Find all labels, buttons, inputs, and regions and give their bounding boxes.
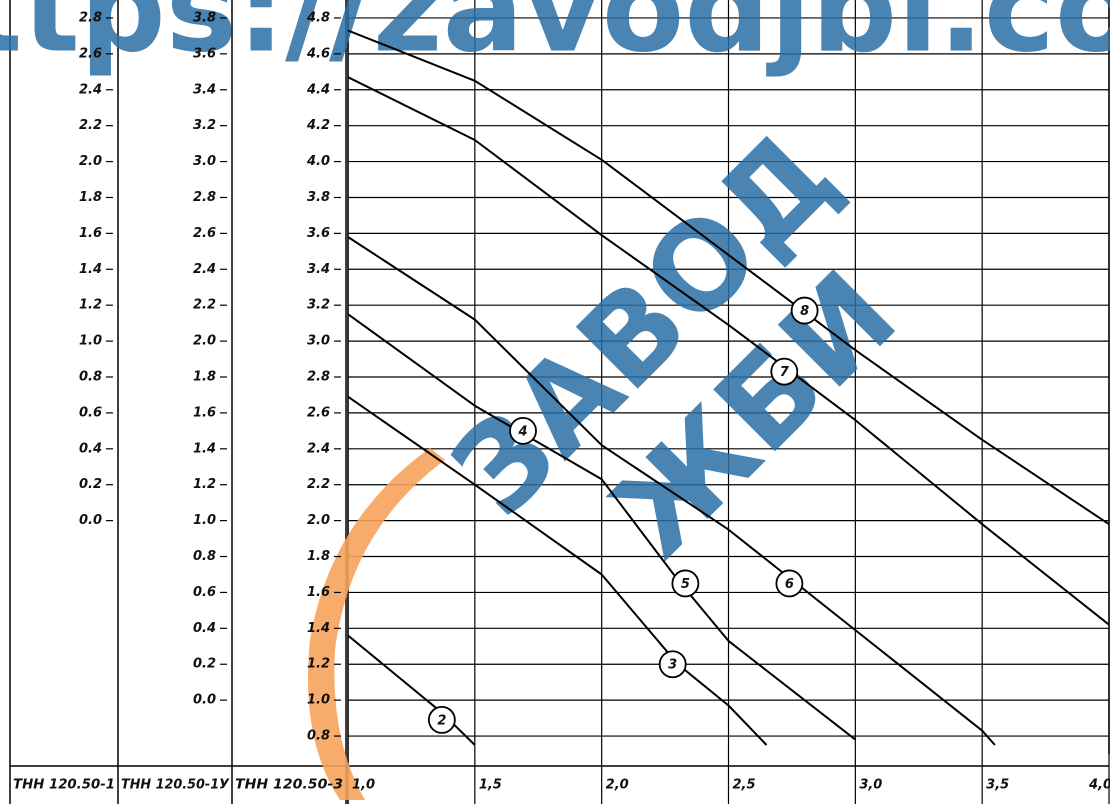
y-tick-label: 2.6 [307,405,330,420]
y-tick-label: 4.2 [306,118,330,133]
y-tick-label: 2.8 [307,370,330,385]
y-tick-label: 1.4 [79,262,102,277]
y-tick-label: 0.8 [79,370,102,385]
axis-title: ТНН 120.50-1 [13,778,115,793]
y-tick-label: 0.6 [79,405,102,420]
curve-label: 3 [668,658,677,673]
y-tick-label: 3.8 [307,190,330,205]
curve [347,236,996,746]
y-tick-label: 2.6 [79,46,102,61]
y-tick-label: 4.8 [306,10,330,25]
y-tick-label: 1.6 [79,226,102,241]
y-tick-label: 0.2 [79,477,102,492]
axis-title: ТНН 120.50-1У [121,778,230,793]
x-tick-label: 4,0 [1088,778,1110,793]
watermark-url: https://zavodjbi.com/ [0,0,1110,80]
y-tick-label: 3.2 [193,118,216,133]
y-tick-label: 1.8 [307,549,330,564]
y-tick-label: 3.6 [193,46,216,61]
curve [347,395,768,746]
curve-label: 6 [785,577,794,592]
x-tick-label: 1,0 [352,778,375,793]
y-tick-label: 4.4 [306,82,330,97]
curve [347,29,1110,526]
curve-label: 4 [518,424,528,439]
y-tick-label: 1.6 [193,405,216,420]
y-tick-label: 1.6 [307,585,330,600]
y-tick-label: 2.2 [79,118,102,133]
curve [347,313,856,741]
y-tick-label: 2.4 [193,262,216,277]
y-tick-label: 1.8 [79,190,102,205]
y-tick-label: 3.0 [193,154,216,169]
watermark-arc [308,448,445,800]
x-tick-label: 3,5 [986,778,1009,793]
x-tick-label: 1,5 [479,778,502,793]
y-tick-label: 1.8 [193,370,216,385]
curve [347,634,476,746]
y-tick-label: 0.4 [193,621,216,636]
y-tick-label: 0.0 [193,693,216,708]
y-tick-label: 1.4 [307,621,330,636]
y-tick-label: 2.0 [307,513,330,528]
y-tick-label: 0.8 [193,549,216,564]
y-tick-label: 0.4 [79,441,102,456]
y-tick-label: 2.8 [79,10,102,25]
y-tick-label: 2.2 [193,298,216,313]
y-tick-label: 2.0 [79,154,102,169]
y-tick-label: 3.6 [307,226,330,241]
curve-label-marker [790,296,819,325]
curve-label-marker [509,416,537,445]
x-tick-label: 3,0 [859,778,882,793]
y-tick-label: 1.2 [79,298,102,313]
y-tick-label: 3.8 [193,10,216,25]
y-tick-label: 3.0 [307,334,330,349]
y-tick-label: 2.8 [193,190,216,205]
y-tick-label: 2.6 [193,226,216,241]
curve-label-marker [427,705,456,734]
y-tick-label: 1.2 [193,477,216,492]
y-tick-label: 2.4 [307,441,330,456]
curve-label-marker [770,357,799,386]
curve-label: 2 [437,713,446,728]
y-tick-label: 0.2 [193,657,216,672]
y-tick-label: 3.4 [307,262,330,277]
y-tick-label: 2.2 [307,477,330,492]
y-tick-label: 0.8 [307,729,330,744]
curve-label: 5 [681,577,690,592]
curve-label-marker [775,569,804,598]
x-tick-label: 2,0 [606,778,629,793]
y-tick-label: 1.0 [193,513,216,528]
y-tick-label: 0.0 [79,513,102,528]
y-tick-label: 0.6 [193,585,216,600]
curve-label: 8 [800,304,809,319]
y-tick-label: 2.0 [193,334,216,349]
curve-label-marker [671,569,700,598]
axis-title: ТНН 120.50-3 [235,778,343,793]
curve-label: 7 [780,365,790,380]
y-tick-label: 1.0 [79,334,102,349]
y-tick-label: 2.4 [79,82,102,97]
y-tick-label: 4.6 [306,46,330,61]
y-tick-label: 4.0 [306,154,330,169]
y-tick-label: 1.2 [307,657,330,672]
curve-label-marker [658,650,687,679]
y-tick-label: 1.0 [307,693,330,708]
y-tick-label: 3.2 [307,298,330,313]
y-tick-label: 3.4 [193,82,216,97]
x-tick-label: 2,5 [733,778,756,793]
y-tick-label: 1.4 [193,441,216,456]
curve [347,76,1110,626]
